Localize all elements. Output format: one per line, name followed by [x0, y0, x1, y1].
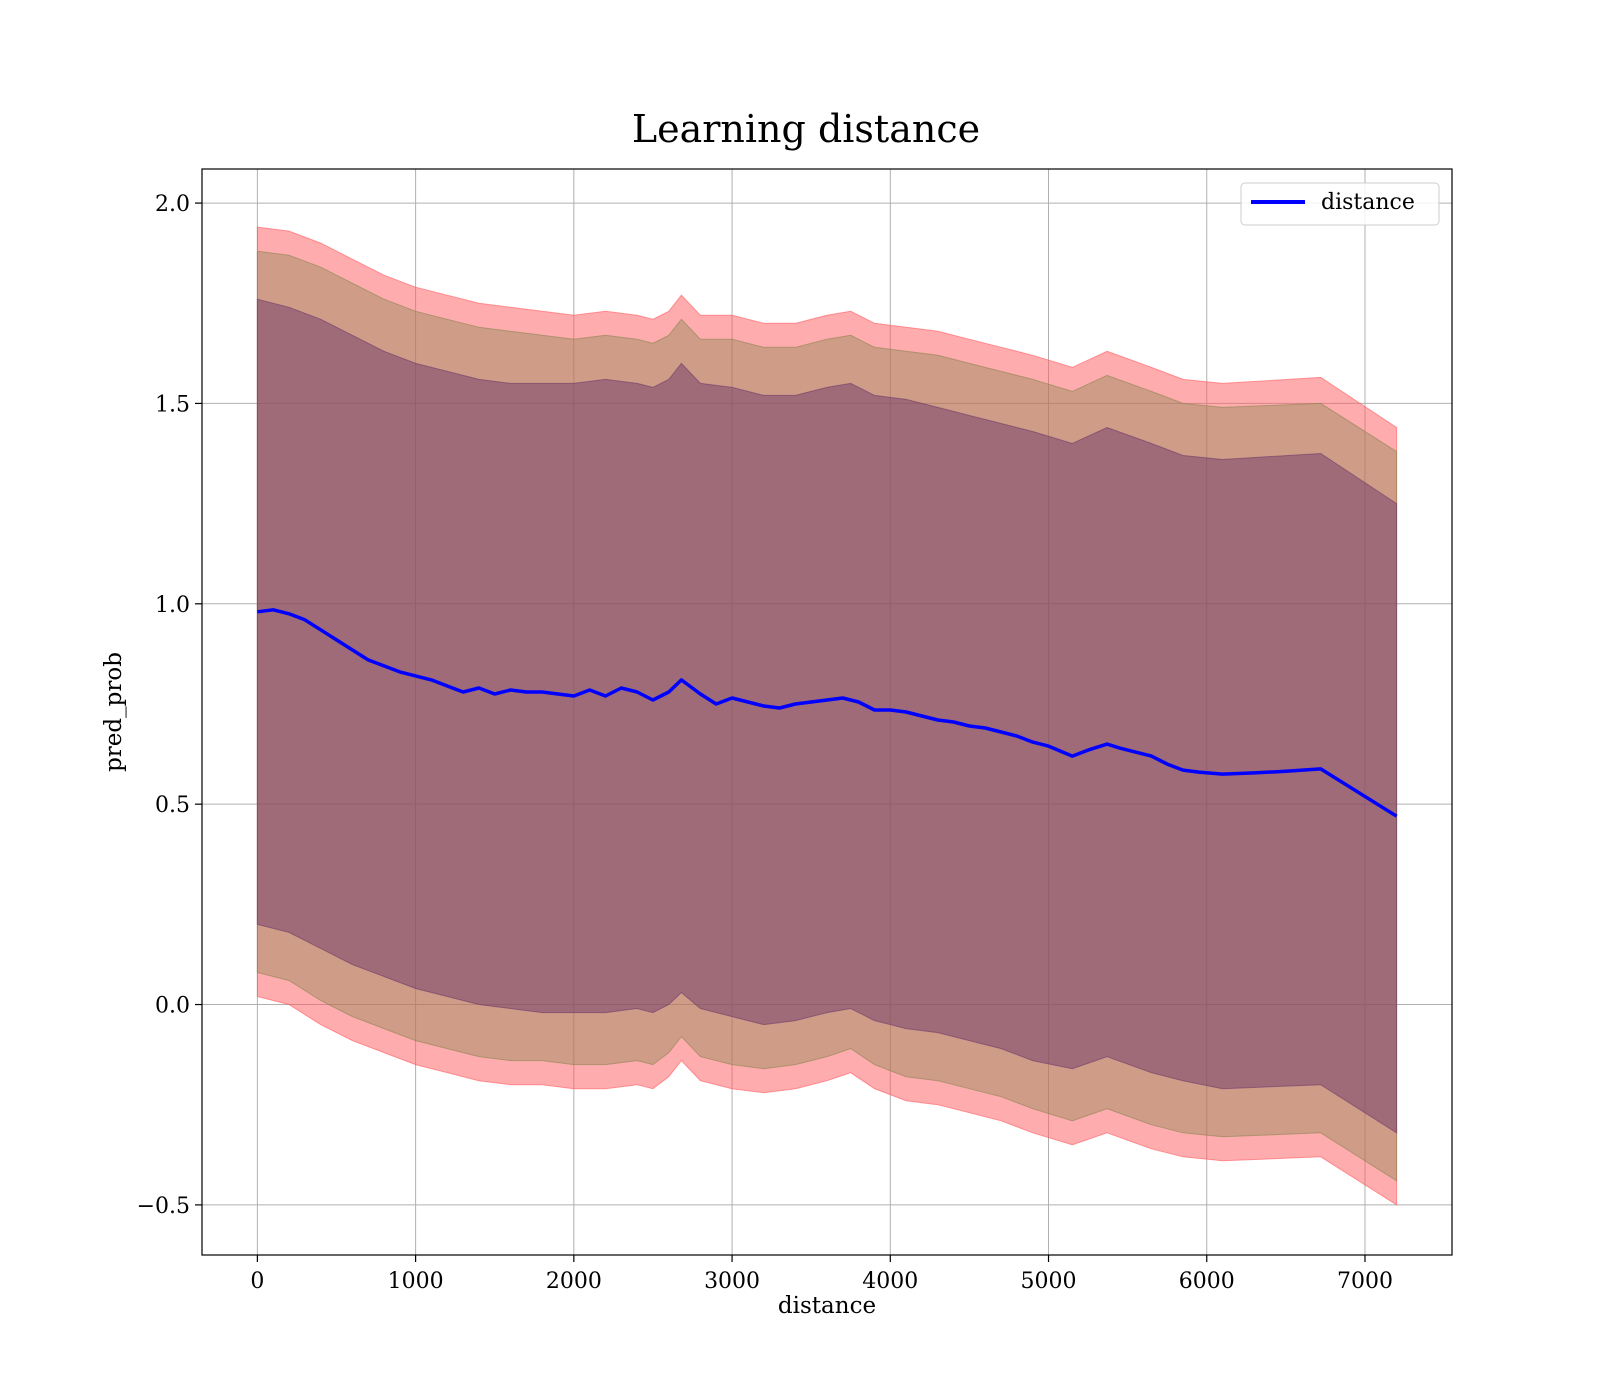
y-axis-label: pred_prob — [101, 652, 127, 772]
x-tick-label: 5000 — [1021, 1269, 1077, 1294]
x-tick-label: 4000 — [862, 1269, 918, 1294]
y-tick-label: 1.0 — [155, 593, 190, 618]
legend-frame — [1240, 182, 1440, 226]
legend-label-distance: distance — [1321, 190, 1415, 215]
x-tick-label: 7000 — [1337, 1269, 1393, 1294]
x-tick-label: 2000 — [546, 1269, 602, 1294]
x-axis: 0 1000 2000 3000 4000 5000 6000 7000 — [250, 1255, 1393, 1294]
confidence-band-3 — [256, 298, 1398, 1134]
confidence-bands — [256, 226, 1398, 1206]
series-lines — [257, 608, 1398, 818]
plot-frame — [201, 168, 1453, 1256]
x-tick-label: 6000 — [1179, 1269, 1235, 1294]
x-tick-label: 0 — [250, 1269, 264, 1294]
y-tick-label: 0.5 — [155, 793, 190, 818]
y-tick-label: 1.5 — [155, 392, 190, 417]
y-axis: −0.5 0.0 0.5 1.0 1.5 2.0 — [137, 192, 202, 1219]
legend: distance — [1240, 182, 1440, 226]
chart-title: Learning distance — [632, 107, 980, 151]
series-line-distance — [257, 608, 1398, 818]
x-axis-label: distance — [778, 1293, 876, 1319]
x-tick-label: 1000 — [388, 1269, 444, 1294]
x-tick-label: 3000 — [704, 1269, 760, 1294]
y-tick-label: 0.0 — [155, 994, 190, 1019]
y-tick-label: 2.0 — [155, 192, 190, 217]
y-tick-label: −0.5 — [137, 1194, 190, 1219]
